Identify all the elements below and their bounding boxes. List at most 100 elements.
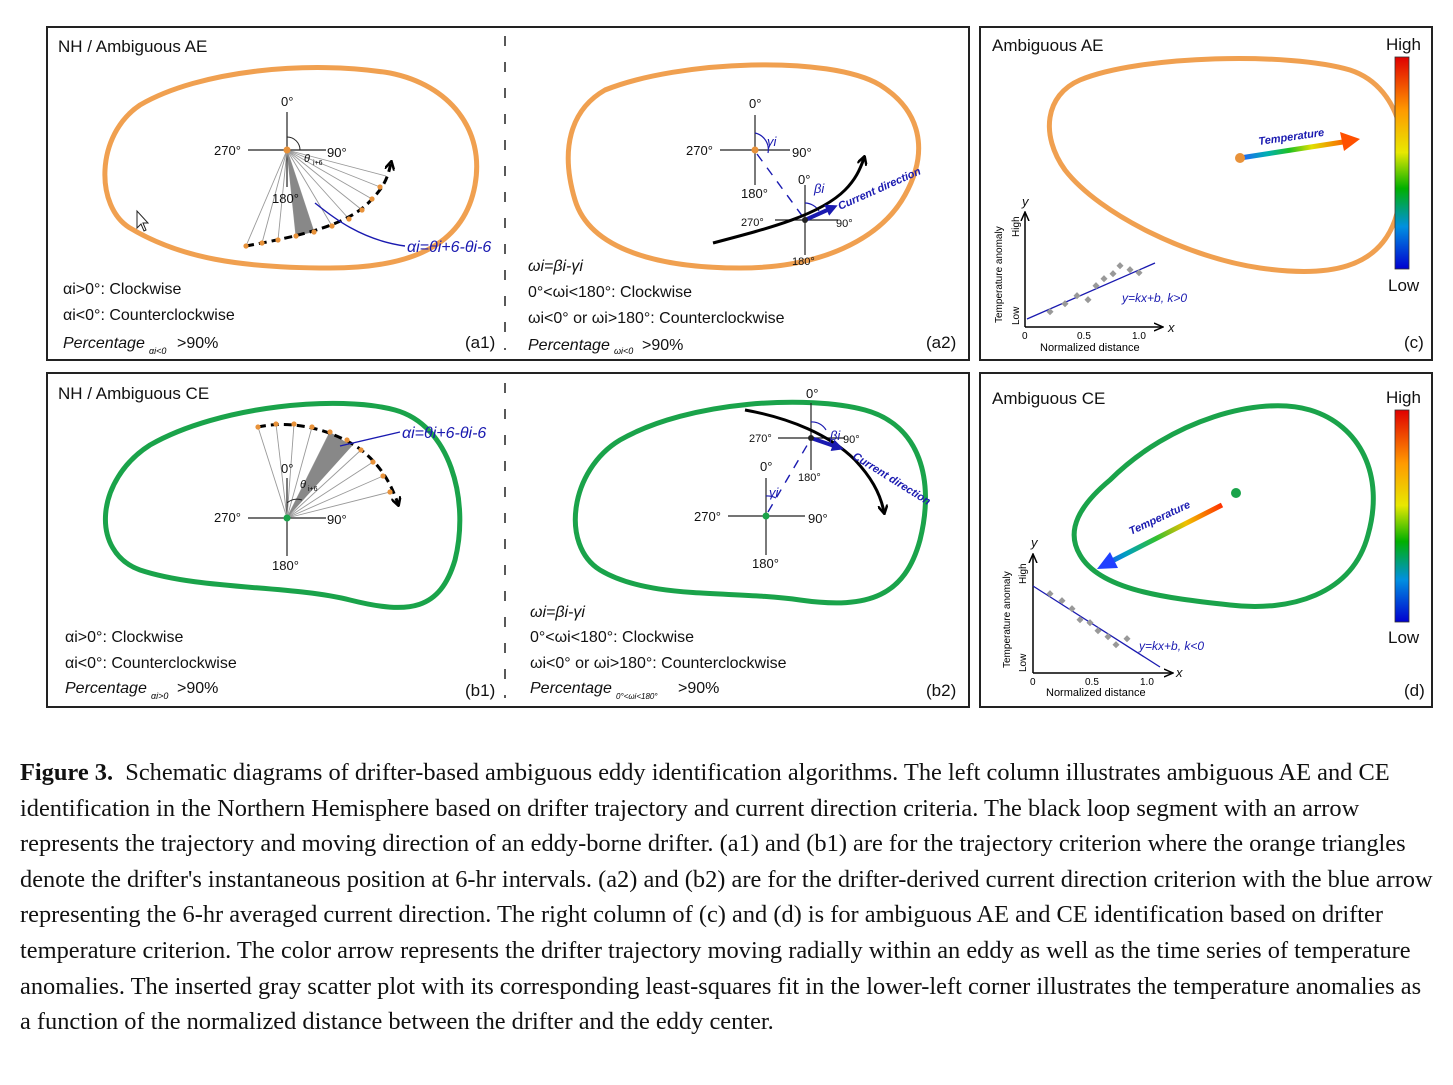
b2-rule-cw: 0°<ωi<180°: Clockwise [530,629,694,646]
drifter-trajectory-b2 [744,408,884,512]
b1-formula: αi=θi+6-θi-6 [402,425,486,442]
a1-theta: θ [304,153,310,165]
a2-percentage: Percentage [528,337,610,354]
drifter-positions-b1 [255,421,393,495]
d-panel-label: (d) [1404,681,1425,700]
panel-d: Ambiguous CE Temperature High Low y x Te… [992,388,1425,700]
drifter-positions [243,184,383,249]
b1-theta-sub: i+6 [308,486,318,493]
frame-top-left [46,26,970,361]
b2-formula: ωi=βi-γi [530,604,585,621]
b2-deg-180b: 180° [798,472,821,484]
drifter-trajectory-2 [712,158,864,245]
b2-deg-0b: 0° [806,386,818,401]
temperature-arrow-c [1239,139,1344,161]
eddy-boundary-ce-2 [572,399,928,606]
alpha-wedge-b1 [287,432,352,518]
panel-c-title: Ambiguous AE [992,36,1104,55]
b2-gamma: γi [769,485,780,500]
b2-deg-270b: 270° [749,433,772,445]
current-direction-arrow [804,204,838,222]
d-colorbar-low: Low [1388,628,1420,647]
d-inset-tick05: 0.5 [1085,677,1099,688]
b1-panel-label: (b1) [465,681,495,700]
drifter-trajectory [245,163,391,248]
a1-percentage-value: >90% [177,335,218,352]
c-inset-tick10: 1.0 [1132,331,1146,342]
a1-formula-leader [314,202,406,247]
b1-deg-270: 270° [214,510,241,525]
b1-percentage-value: >90% [177,680,218,697]
c-inset-x: x [1167,320,1175,335]
c-inset-yhigh: High [1011,216,1022,237]
a1-percentage-sub: αi<0 [149,346,166,356]
a1-deg-270: 270° [214,143,241,158]
d-inset-x: x [1175,665,1183,680]
d-inset-fit: y=kx+b, k<0 [1138,639,1204,653]
eddy-boundary-c [1046,56,1407,274]
frame-bottom-right [979,372,1433,708]
panel-b1-title: NH / Ambiguous CE [58,384,209,403]
a1-rule-ccw: αi<0°: Counterclockwise [63,307,235,324]
b1-deg-90: 90° [327,512,347,527]
a2-beta: βi [813,181,825,196]
panel-c: Ambiguous AE Temperature High Low y x Te… [992,35,1424,354]
b1-deg-0: 0° [281,461,293,476]
d-inset-tick0: 0 [1030,677,1036,688]
a1-deg-180: 180° [272,191,299,206]
a1-deg-0: 0° [281,94,293,109]
caption-text: Schematic diagrams of drifter-based ambi… [20,759,1433,1036]
temperature-arrow-d [1110,502,1224,564]
c-panel-label: (c) [1404,333,1424,352]
d-inset-ylow: Low [1018,653,1029,672]
eddy-boundary-ce [103,400,463,610]
frame-top-right [979,26,1433,361]
a2-rule-cw: 0°<ωi<180°: Clockwise [528,284,692,301]
c-inset-tick05: 0.5 [1077,331,1091,342]
caption-label: Figure 3. [20,759,114,786]
b1-formula-leader [339,431,401,447]
c-inset-tick0: 0 [1022,331,1028,342]
colorbar-c [1394,56,1410,270]
b2-percentage-sub: 0°<ωi<180° [616,692,658,701]
b2-deg-90b: 90° [843,434,860,446]
b2-rule-ccw: ωi<0° or ωi>180°: Counterclockwise [530,655,787,672]
d-inset-tick10: 1.0 [1140,677,1154,688]
a2-deg-0b: 0° [798,172,810,187]
eddy-boundary-d [1071,403,1376,609]
figure-caption: Figure 3. Schematic diagrams of drifter-… [20,755,1435,1040]
d-inset-xlabel: Normalized distance [1046,687,1146,699]
mouse-cursor-icon [136,209,150,232]
c-inset-fit: y=kx+b, k>0 [1121,291,1187,305]
d-inset-yhigh: High [1018,563,1029,584]
b2-deg-0: 0° [760,459,772,474]
a1-panel-label: (a1) [465,333,495,352]
b2-panel-label: (b2) [926,681,956,700]
a2-gamma: γi [767,134,778,149]
panel-a1: NH / Ambiguous AE [58,37,495,356]
a2-rule-ccw: ωi<0° or ωi>180°: Counterclockwise [528,310,785,327]
d-inset-ylabel: Temperature anomaly [1002,571,1013,668]
frame-bottom-left [46,372,970,708]
current-direction-arrow-b2 [810,436,844,452]
a2-deg-90: 90° [792,145,812,160]
panel-a1-title: NH / Ambiguous AE [58,37,207,56]
b2-percentage: Percentage [530,680,612,697]
a1-deg-90: 90° [327,145,347,160]
c-inset-xlabel: Normalized distance [1040,342,1140,354]
eddy-boundary-ae [102,65,480,271]
a2-deg-180b: 180° [792,256,815,268]
alpha-wedge [287,150,314,236]
c-scatter [1046,262,1143,316]
c-fit-line [1026,262,1156,320]
d-inset-y: y [1030,535,1039,550]
a2-deg-270: 270° [686,143,713,158]
figure-3: NH / Ambiguous AE [46,26,1433,708]
a2-deg-0: 0° [749,96,761,111]
b2-percentage-value: >90% [678,680,719,697]
c-inset-ylow: Low [1011,306,1022,325]
d-arrow-label: Temperature [1127,499,1192,538]
a2-formula: ωi=βi-γi [528,258,583,275]
a1-theta-sub: i+6 [313,160,323,167]
a1-rule-cw: αi>0°: Clockwise [63,281,181,298]
